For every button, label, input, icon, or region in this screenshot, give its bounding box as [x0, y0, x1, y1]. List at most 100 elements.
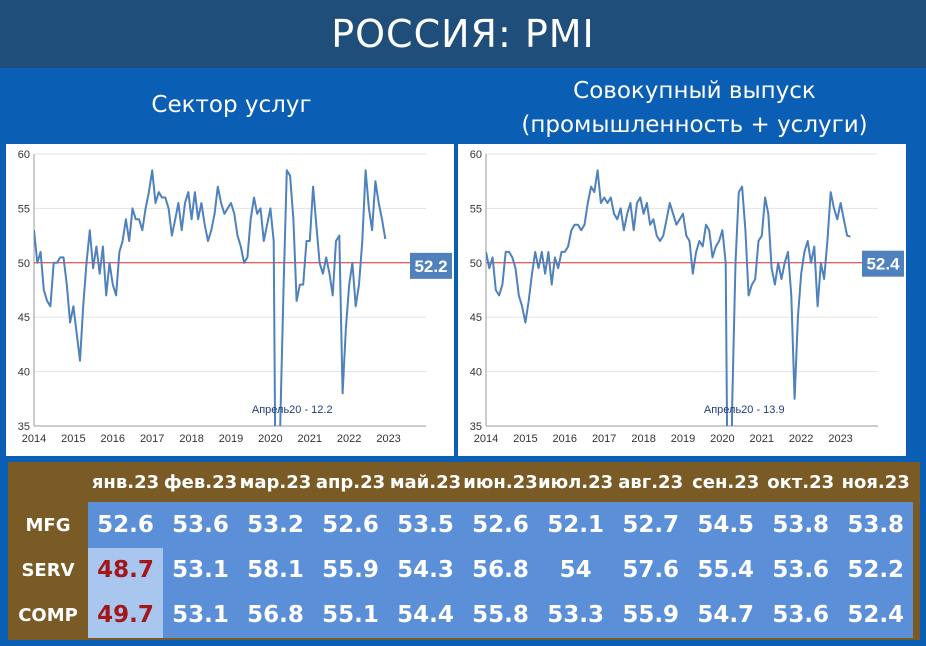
services-chart-xtick-label: 2014	[22, 433, 46, 445]
table-cell: 54.3	[388, 548, 463, 592]
page-title: РОССИЯ: PMI	[0, 0, 926, 70]
services-pmi-chart: 35 40 45 50 55 60 2014 2015 2016 2017 2018 2019 2020…	[6, 144, 454, 456]
table-cell: 52.6	[88, 502, 163, 548]
row-label-comp: COMP	[18, 604, 78, 626]
composite-pmi-chart: 35 40 45 50 55 60 2014 2015 2016 2017 2018 2019 2020…	[458, 144, 906, 456]
composite-chart-ytick-label: 45	[470, 312, 482, 324]
table-cell: 56.8	[238, 592, 313, 638]
composite-chart-ytick-label: 50	[470, 258, 482, 270]
table-cell: 53.3	[538, 592, 614, 638]
table-cell: 52.6	[313, 502, 388, 548]
composite-chart-ytick-label: 60	[470, 149, 482, 161]
pmi-table: янв.23 фев.23 мар.23 апр.23 май.23 июн.2…	[8, 462, 914, 638]
composite-chart-ytick-label: 40	[470, 367, 482, 379]
services-pmi-chart-svg: 35 40 45 50 55 60 2014 2015 2016 2017 2018 2019 2020…	[18, 149, 452, 445]
services-chart-ytick-label: 50	[18, 258, 30, 270]
table-cell: 55.1	[313, 592, 388, 638]
services-chart-xtick-label: 2019	[219, 433, 243, 445]
services-chart-ytick-label: 40	[18, 367, 30, 379]
table-cell: 58.1	[238, 548, 313, 592]
table-cell: 53.1	[163, 548, 238, 592]
table-cell: 52.4	[838, 592, 914, 638]
table-cell: 52.6	[463, 502, 538, 548]
month-header: авг.23	[618, 471, 684, 493]
services-chart-last-value-label: 52.2	[414, 257, 447, 276]
table-cell: 52.2	[838, 548, 914, 592]
composite-pmi-chart-svg: 35 40 45 50 55 60 2014 2015 2016 2017 2018 2019 2020…	[470, 149, 904, 445]
table-cell: 55.4	[688, 548, 764, 592]
table-cell-highlight: 49.7	[88, 592, 163, 638]
table-cell-highlight: 48.7	[88, 548, 163, 592]
month-header: мар.23	[239, 471, 312, 493]
month-header: ноя.23	[841, 471, 910, 493]
subtitle-composite-line1: Совокупный выпуск	[573, 78, 816, 104]
services-chart-ytick-label: 60	[18, 149, 30, 161]
services-chart-xtick-label: 2022	[337, 433, 361, 445]
composite-chart-series-line	[486, 169, 851, 426]
row-label-serv: SERV	[21, 559, 75, 581]
composite-chart-last-value-label: 52.4	[866, 255, 900, 274]
table-cell: 54.4	[388, 592, 463, 638]
month-header: май.23	[389, 471, 462, 493]
services-chart-xtick-label: 2017	[140, 433, 164, 445]
composite-chart-xtick-label: 2022	[789, 433, 813, 445]
subtitle-composite-line2: (промышленность + услуги)	[521, 112, 868, 138]
composite-chart-ytick-label: 35	[470, 421, 482, 433]
table-cell: 52.7	[613, 502, 689, 548]
table-cell: 53.8	[838, 502, 914, 548]
table-cell: 53.1	[163, 592, 238, 638]
services-chart-xtick-label: 2018	[179, 433, 203, 445]
table-cell: 53.6	[163, 502, 238, 548]
composite-chart-annotation: Апрель20 - 13.9	[704, 404, 785, 416]
subtitle-composite: Совокупный выпуск (промышленность + услу…	[463, 74, 926, 142]
services-chart-xtick-label: 2021	[298, 433, 322, 445]
table-cell: 54	[538, 548, 614, 592]
table-cell: 53.6	[763, 548, 839, 592]
table-cell: 54.7	[688, 592, 764, 638]
composite-chart-xtick-label: 2014	[474, 433, 498, 445]
services-chart-annotation: Апрель20 - 12.2	[252, 404, 333, 416]
services-chart-ytick-label: 55	[18, 203, 30, 215]
table-cell: 52.1	[538, 502, 614, 548]
services-chart-series-line	[34, 169, 387, 426]
table-cell: 55.8	[463, 592, 538, 638]
composite-chart-xtick-label: 2016	[553, 433, 577, 445]
month-header: июн.23	[463, 471, 538, 493]
month-header: июл.23	[538, 471, 614, 493]
composite-chart-xtick-label: 2020	[710, 433, 734, 445]
composite-chart-xtick-label: 2017	[592, 433, 616, 445]
composite-chart-last-value-badge	[862, 250, 904, 277]
table-cell: 53.2	[238, 502, 313, 548]
services-chart-xtick-label: 2020	[258, 433, 282, 445]
month-header: сен.23	[692, 471, 760, 493]
table-row-serv: SERV 48.7 53.1 58.1 55.9 54.3 56.8 54 57…	[8, 548, 914, 592]
table-cell: 57.6	[613, 548, 689, 592]
table-row-mfg: MFG 52.6 53.6 53.2 52.6 53.5 52.6 52.1 5…	[8, 502, 914, 548]
table-cell: 53.5	[388, 502, 463, 548]
table-header-row: янв.23 фев.23 мар.23 апр.23 май.23 июн.2…	[8, 462, 913, 502]
composite-chart-xtick-label: 2019	[671, 433, 695, 445]
table-corner	[8, 462, 88, 502]
pmi-table-panel: янв.23 фев.23 мар.23 апр.23 май.23 июн.2…	[8, 462, 920, 640]
month-header: фев.23	[163, 471, 238, 493]
services-chart-xtick-label: 2015	[61, 433, 85, 445]
composite-chart-xtick-label: 2023	[828, 433, 852, 445]
table-cell: 54.5	[688, 502, 764, 548]
table-cell: 55.9	[613, 592, 689, 638]
composite-chart-xtick-label: 2015	[513, 433, 537, 445]
table-cell: 55.9	[313, 548, 388, 592]
table-row-comp: COMP 49.7 53.1 56.8 55.1 54.4 55.8 53.3 …	[8, 592, 914, 638]
composite-chart-ytick-label: 55	[470, 203, 482, 215]
composite-chart-xtick-label: 2021	[750, 433, 774, 445]
month-header: окт.23	[767, 471, 835, 493]
row-label-mfg: MFG	[25, 514, 71, 536]
services-chart-ytick-label: 45	[18, 312, 30, 324]
month-header: янв.23	[91, 471, 160, 493]
composite-chart-xtick-label: 2018	[631, 433, 655, 445]
table-cell: 53.6	[763, 592, 839, 638]
table-cell: 53.8	[763, 502, 839, 548]
month-header: апр.23	[315, 471, 386, 493]
services-chart-xtick-label: 2023	[376, 433, 400, 445]
services-chart-last-value-badge	[410, 252, 452, 279]
